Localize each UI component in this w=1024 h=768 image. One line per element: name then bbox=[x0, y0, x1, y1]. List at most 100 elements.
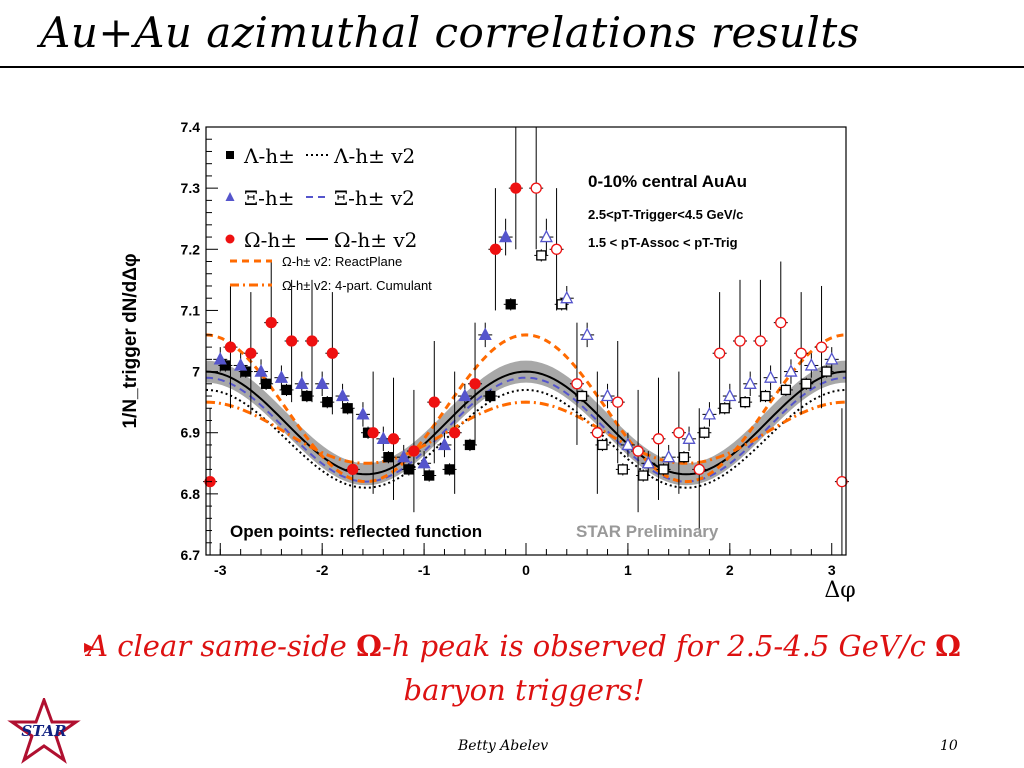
data-point-square bbox=[678, 452, 690, 463]
data-point-circle bbox=[245, 347, 257, 359]
star-logo: STAR bbox=[7, 698, 81, 764]
data-point-square bbox=[617, 464, 628, 475]
data-point-square bbox=[424, 470, 435, 481]
data-point-circle bbox=[224, 341, 237, 353]
data-point-triangle bbox=[804, 358, 818, 371]
bullet-text-suffix: baryon triggers! bbox=[403, 673, 645, 707]
data-point-square bbox=[464, 439, 476, 451]
y-tick-label: 6.8 bbox=[181, 486, 201, 502]
annotation-footnote: Open points: reflected function bbox=[230, 522, 482, 541]
data-point-square bbox=[760, 390, 771, 402]
data-point-triangle bbox=[764, 370, 778, 383]
data-point-triangle bbox=[641, 455, 655, 469]
data-point-triangle bbox=[335, 388, 350, 402]
x-tick-label: 2 bbox=[726, 562, 734, 578]
data-point-triangle bbox=[560, 290, 574, 304]
data-point-circle bbox=[795, 347, 807, 359]
annotation-centrality: 0-10% central AuAu bbox=[588, 172, 747, 191]
plot-frame bbox=[205, 126, 847, 556]
star-logo-icon bbox=[7, 698, 81, 764]
title-divider bbox=[0, 66, 1024, 68]
data-point-square bbox=[322, 396, 333, 408]
data-point-square bbox=[240, 366, 251, 377]
data-point-triangle bbox=[682, 431, 696, 444]
data-point-circle bbox=[367, 427, 379, 439]
legend-label: Ω-h± v2: ReactPlane bbox=[282, 254, 402, 269]
data-point-circle bbox=[428, 396, 440, 408]
data-point-circle bbox=[306, 335, 318, 347]
legend-label: Ω-h± bbox=[244, 228, 297, 252]
data-point-circle bbox=[754, 335, 767, 347]
v2-curve bbox=[205, 388, 847, 489]
data-point-circle bbox=[489, 243, 502, 255]
data-point-circle bbox=[326, 347, 339, 359]
data-point-square bbox=[821, 366, 832, 377]
data-point-triangle bbox=[437, 437, 452, 451]
data-point-circle bbox=[550, 243, 563, 255]
data-point-square bbox=[342, 403, 353, 414]
data-point-square bbox=[444, 464, 455, 475]
page-number: 10 bbox=[940, 738, 958, 754]
legend-label: Ξ-h± bbox=[244, 186, 294, 210]
data-point-square bbox=[505, 299, 516, 310]
slide-title: Au+Au azimuthal correlations results bbox=[40, 8, 860, 57]
legend-marker-circle bbox=[225, 234, 235, 244]
data-point-circle bbox=[449, 427, 461, 439]
data-point-triangle bbox=[356, 406, 370, 420]
data-point-triangle bbox=[743, 376, 757, 389]
bullet-point: ▸ A clear same-side Ω-h peak is observed… bbox=[84, 624, 964, 712]
bullet-text-prefix: A clear same-side bbox=[87, 629, 357, 663]
data-point-triangle bbox=[397, 449, 411, 463]
data-point-square bbox=[658, 464, 669, 475]
annotation-preliminary: STAR Preliminary bbox=[576, 522, 719, 541]
legend-label: Ξ-h± v2 bbox=[334, 186, 415, 210]
x-tick-label: -3 bbox=[214, 562, 227, 578]
data-point-triangle bbox=[315, 376, 329, 389]
y-tick-label: 7 bbox=[192, 364, 200, 380]
data-point-square bbox=[801, 378, 812, 389]
y-tick-label: 6.9 bbox=[181, 425, 201, 441]
author-name: Betty Abelev bbox=[458, 738, 549, 754]
data-point-circle bbox=[285, 335, 298, 347]
annotation-assoc-cut: 1.5 < pT-Assoc < pT-Trig bbox=[588, 235, 738, 250]
data-point-triangle bbox=[662, 449, 676, 463]
data-point-square bbox=[739, 396, 751, 408]
data-point-triangle bbox=[376, 431, 390, 444]
logo-text: STAR bbox=[21, 722, 66, 740]
data-point-circle bbox=[347, 463, 359, 476]
data-point-square bbox=[301, 390, 313, 402]
data-point-square bbox=[281, 384, 292, 396]
data-point-triangle bbox=[499, 229, 513, 243]
x-tick-label: 0 bbox=[522, 562, 530, 578]
x-tick-label: -2 bbox=[316, 562, 329, 578]
data-point-circle bbox=[652, 433, 665, 445]
data-point-circle bbox=[815, 341, 828, 353]
y-tick-label: 6.7 bbox=[181, 547, 201, 563]
data-point-square bbox=[536, 250, 547, 261]
data-point-triangle bbox=[723, 388, 737, 402]
data-point-circle bbox=[469, 378, 481, 390]
legend-label: Λ-h± bbox=[243, 144, 295, 168]
v2-curve bbox=[205, 376, 847, 483]
data-point-triangle bbox=[600, 388, 615, 402]
triangle-right-icon: ▸ bbox=[84, 634, 95, 658]
data-point-circle bbox=[408, 445, 420, 457]
annotation-trigger-cut: 2.5<pT-Trigger<4.5 GeV/c bbox=[588, 207, 743, 222]
data-point-triangle bbox=[274, 370, 288, 383]
data-point-circle bbox=[265, 317, 277, 329]
legend-label: Λ-h± v2 bbox=[333, 144, 415, 168]
data-point-triangle bbox=[784, 364, 798, 377]
legend-marker-triangle bbox=[225, 192, 235, 201]
v2-curve bbox=[205, 400, 847, 465]
data-point-triangle bbox=[539, 229, 553, 243]
data-point-circle bbox=[673, 427, 685, 439]
data-point-square bbox=[403, 464, 414, 475]
y-axis-label: 1/N_trigger dN/dΔφ bbox=[120, 253, 141, 428]
data-point-circle bbox=[836, 475, 848, 488]
data-point-triangle bbox=[213, 351, 227, 365]
data-point-circle bbox=[775, 317, 787, 329]
y-tick-label: 7.1 bbox=[181, 302, 201, 318]
x-tick-label: 1 bbox=[624, 562, 632, 578]
data-point-circle bbox=[693, 463, 705, 476]
data-point-square bbox=[780, 384, 792, 396]
